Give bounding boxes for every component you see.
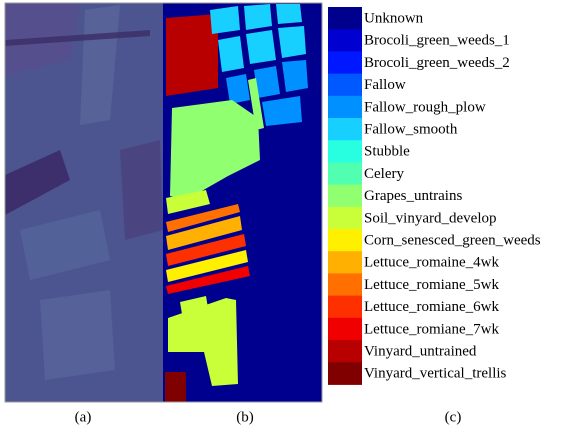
- legend-swatch: [328, 229, 362, 252]
- map-region: [226, 74, 250, 104]
- legend-swatch: [328, 29, 362, 52]
- map-region: [278, 26, 306, 58]
- legend-label: Fallow: [364, 77, 406, 93]
- panel-label: (c): [445, 409, 462, 425]
- legend-label: Grapes_untrains: [364, 188, 462, 204]
- map-region: [246, 30, 276, 64]
- legend-label: Vinyard_untrained: [364, 344, 477, 360]
- legend-swatch: [328, 51, 362, 74]
- map-region: [166, 14, 218, 96]
- panel-b: [163, 3, 322, 402]
- legend-label: Vinyard_vertical_trellis: [364, 366, 507, 382]
- legend-label: Lettuce_romiane_7wk: [364, 321, 499, 337]
- legend-label: Unknown: [364, 11, 424, 27]
- map-region: [218, 36, 244, 72]
- map-region: [282, 60, 308, 92]
- legend-label: Brocoli_green_weeds_1: [364, 33, 510, 49]
- legend-label: Soil_vinyard_develop: [364, 210, 496, 226]
- legend-swatch: [328, 251, 362, 274]
- panel-label: (b): [236, 409, 254, 425]
- legend-label: Fallow_smooth: [364, 122, 458, 138]
- legend-label: Lettuce_romiane_6wk: [364, 299, 499, 315]
- legend-swatch: [328, 162, 362, 185]
- legend-label: Lettuce_romiane_5wk: [364, 277, 499, 293]
- legend-swatch: [328, 96, 362, 119]
- legend-label: Lettuce_romaine_4wk: [364, 255, 499, 271]
- legend-swatch: [328, 273, 362, 296]
- legend-swatch: [328, 340, 362, 363]
- panel-label: (a): [75, 409, 92, 425]
- legend-label: Fallow_rough_plow: [364, 99, 486, 115]
- legend-swatch: [328, 185, 362, 208]
- legend-swatch: [328, 74, 362, 97]
- legend: Unknown Brocoli_green_weeds_1 Brocoli_gree…: [328, 7, 541, 385]
- map-region: [210, 6, 240, 34]
- legend-label: Stubble: [364, 144, 410, 160]
- legend-swatch: [328, 118, 362, 141]
- legend-swatch: [328, 7, 362, 30]
- legend-label: Celery: [364, 166, 404, 182]
- figure: Unknown Brocoli_green_weeds_1 Brocoli_gree…: [0, 0, 583, 432]
- panel-a: [5, 3, 163, 402]
- map-region: [165, 372, 186, 402]
- map-region: [244, 4, 272, 30]
- legend-label: Corn_senesced_green_weeds: [364, 233, 541, 249]
- legend-swatch: [328, 140, 362, 163]
- legend-swatch: [328, 318, 362, 341]
- legend-swatch: [328, 296, 362, 319]
- map-region: [276, 4, 302, 24]
- legend-swatch: [328, 362, 362, 385]
- legend-label: Brocoli_green_weeds_2: [364, 55, 510, 71]
- legend-swatch: [328, 207, 362, 230]
